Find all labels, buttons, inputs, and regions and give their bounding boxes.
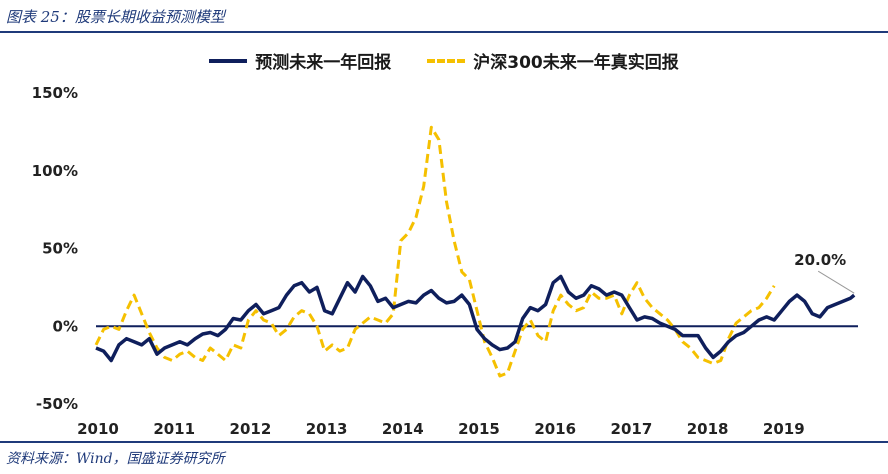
legend-item-pred: 预测未来一年回报 — [209, 48, 391, 73]
x-tick-label: 2018 — [687, 420, 729, 438]
legend-label-real: 沪深300未来一年真实回报 — [473, 53, 679, 73]
y-tick-label: 150% — [32, 84, 78, 102]
figure-title: 图表 25：股票长期收益预测模型 — [6, 8, 225, 26]
annotation-leader — [817, 270, 855, 294]
legend-swatch-pred — [209, 58, 248, 63]
y-axis-ticks: -50% 0% 50% 100% 150% — [32, 84, 78, 413]
x-tick-label: 2015 — [458, 420, 500, 438]
x-tick-label: 2013 — [306, 420, 348, 438]
x-tick-label: 2011 — [153, 420, 195, 438]
source-note: 资料来源：Wind，国盛证券研究所 — [6, 451, 225, 467]
x-tick-label: 2016 — [534, 420, 576, 438]
annotation-label: 20.0% — [794, 251, 846, 269]
bottom-divider — [0, 441, 888, 443]
y-tick-label: -50% — [36, 395, 78, 413]
legend-item-real: 沪深300未来一年真实回报 — [427, 48, 679, 73]
y-tick-label: 0% — [53, 317, 78, 335]
x-tick-label: 2017 — [611, 420, 653, 438]
series-line-real — [94, 125, 776, 378]
y-tick-label: 50% — [42, 240, 78, 258]
top-divider — [0, 31, 888, 33]
chart-legend: 预测未来一年回报 沪深300未来一年真实回报 — [0, 48, 888, 73]
series-line-pred — [95, 274, 856, 363]
x-tick-label: 2012 — [230, 420, 272, 438]
x-axis-ticks: 2010 2011 2012 2013 2014 2015 2016 2017 2018 2019 — [77, 420, 805, 438]
legend-swatch-real — [427, 58, 466, 63]
x-tick-label: 2019 — [763, 420, 805, 438]
x-tick-label: 2010 — [77, 420, 119, 438]
y-tick-label: 100% — [32, 162, 78, 180]
x-tick-label: 2014 — [382, 420, 424, 438]
legend-label-pred: 预测未来一年回报 — [255, 53, 392, 73]
